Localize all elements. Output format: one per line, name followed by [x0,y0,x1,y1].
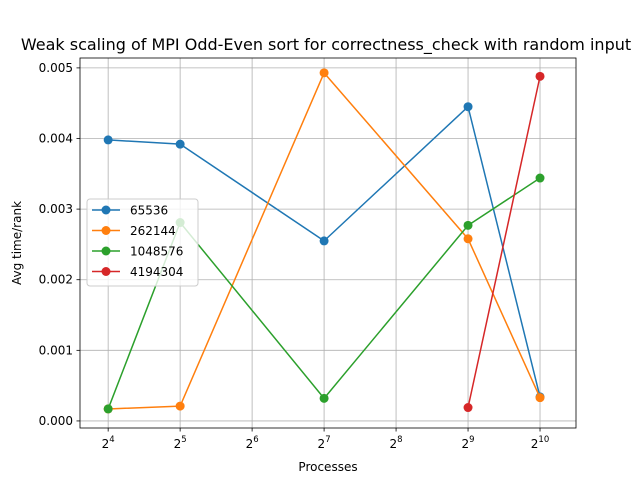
legend-label: 65536 [130,204,168,218]
ticks-layer: 24 25 26 27 28 29 2100.0000.0010.0020.0030.004… [39,61,550,451]
x-tick-label: 26 [246,435,259,451]
legend-marker [101,205,111,215]
y-tick-label: 0.002 [39,273,73,287]
data-point [319,393,329,403]
legend-item: 262144 [92,224,176,238]
x-tick-exponent: 7 [325,435,330,445]
legend-label: 262144 [130,224,176,238]
y-tick-label: 0.001 [39,343,73,357]
series-4194304 [463,71,545,413]
x-tick-label: 27 [318,435,331,451]
x-tick-label: 25 [174,435,187,451]
data-point [319,68,329,78]
chart-title: Weak scaling of MPI Odd-Even sort for co… [21,35,631,55]
legend-box [86,198,199,287]
legend-item: 65536 [92,204,168,218]
x-tick-label: 29 [462,435,475,451]
x-tick-exponent: 10 [538,435,549,445]
plot-frame [79,57,577,429]
data-point [103,404,113,414]
x-tick-base: 2 [102,437,110,451]
x-tick-base: 2 [246,437,254,451]
legend-label: 1048576 [130,245,183,259]
legend-item: 4194304 [92,265,183,279]
data-point [103,135,113,145]
data-point [175,139,185,149]
data-point [535,71,545,81]
legend: 65536 262144 1048576 4194304 [86,198,199,287]
y-axis-label: Avg time/rank [10,201,24,285]
legend-item: 1048576 [92,245,183,259]
x-tick-base: 2 [174,437,182,451]
x-tick-label: 24 [102,435,115,451]
y-tick-label: 0.005 [39,61,73,75]
legend-marker [101,267,111,276]
data-point [463,220,473,230]
data-point [463,403,473,413]
x-tick-exponent: 8 [397,435,402,445]
x-tick-label: 210 [531,435,549,451]
x-tick-exponent: 5 [181,435,186,445]
data-point [535,393,545,403]
x-tick-base: 2 [318,437,326,451]
x-tick-exponent: 9 [469,435,474,445]
data-point [463,102,473,112]
y-tick-label: 0.003 [39,202,73,216]
data-point [175,401,185,411]
x-tick-base: 2 [531,437,539,451]
data-point [319,236,329,246]
data-point [535,173,545,183]
x-tick-base: 2 [462,437,470,451]
x-tick-exponent: 4 [109,435,114,445]
legend-label: 4194304 [130,265,183,279]
series-line [467,76,541,408]
x-tick-exponent: 6 [253,435,258,445]
legend-marker [101,246,111,256]
y-tick-label: 0.000 [39,414,73,428]
x-axis-label: Processes [298,460,357,474]
series-262144 [103,68,545,414]
y-tick-label: 0.004 [39,131,73,145]
x-tick-label: 28 [390,435,403,451]
legend-marker [101,226,111,235]
data-point [463,234,473,244]
x-tick-base: 2 [390,437,398,451]
